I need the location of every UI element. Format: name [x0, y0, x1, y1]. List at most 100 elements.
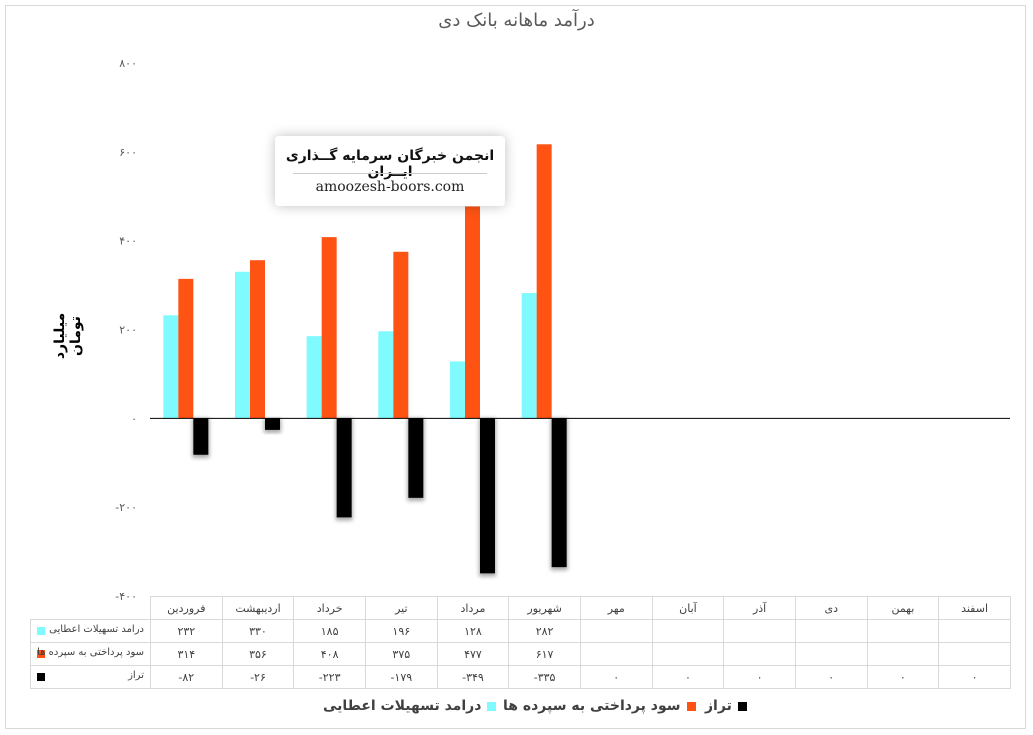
- legend-label: تراز: [705, 698, 732, 714]
- bar-3: [480, 418, 495, 574]
- bar-1: [235, 271, 250, 419]
- bar-3: [408, 418, 424, 498]
- x-tick-label: بهمن: [866, 596, 940, 620]
- data-label: ۰: [723, 665, 796, 689]
- bar-1: [306, 336, 322, 419]
- chart-title: درآمد ماهانه بانک دی: [438, 10, 595, 31]
- table-corner: [31, 597, 151, 620]
- y-tick-label: -۴۰۰: [115, 590, 137, 603]
- data-label: ۳۳۰: [221, 619, 295, 643]
- data-label: ۲۳۲: [150, 619, 223, 643]
- x-tick-label: اردیبهشت: [221, 596, 295, 620]
- data-label: -۸۲: [150, 665, 223, 689]
- bar-2: [536, 144, 552, 419]
- data-label: [794, 642, 868, 666]
- bar-1: [521, 293, 537, 419]
- data-label: ۴۷۷: [436, 642, 510, 666]
- bar-2: [250, 260, 265, 419]
- data-label: [723, 642, 796, 666]
- data-label: ۱۹۶: [364, 619, 438, 643]
- x-tick-label: دی: [794, 596, 868, 620]
- legend-key: [37, 627, 45, 635]
- chart-legend: تراز سود پرداختی به سپرده ها درامد تسهیلات…: [0, 698, 1033, 722]
- data-label: -۲۶: [221, 665, 295, 689]
- legend-swatch: [686, 701, 696, 711]
- bar-3: [193, 418, 209, 455]
- bar-2: [321, 237, 337, 419]
- data-label: ۱۲۸: [436, 619, 510, 643]
- data-label: ۲۸۲: [508, 619, 581, 643]
- x-tick-label: آذر: [723, 596, 796, 620]
- watermark-url: amoozesh-boors.com: [315, 179, 465, 195]
- bar-1: [163, 315, 179, 419]
- x-tick-label: تیر: [364, 596, 438, 620]
- data-label: [651, 619, 725, 643]
- data-label: ۰: [866, 665, 940, 689]
- x-tick-label: فروردین: [150, 596, 223, 620]
- data-label: -۳۳۵: [508, 665, 581, 689]
- data-label: ۳۷۵: [364, 642, 438, 666]
- legend-item: تراز: [705, 698, 747, 722]
- data-label: [579, 619, 653, 643]
- y-tick-label: ۰: [131, 412, 137, 425]
- y-tick-label: ۶۰۰: [119, 146, 137, 159]
- legend-label: سود پرداختی به سپرده ها: [503, 698, 681, 714]
- table-row-label-text: سود پرداختی به سپرده ها: [37, 647, 144, 658]
- data-label: ۶۱۷: [508, 642, 581, 666]
- x-tick-label: اسفند: [938, 596, 1011, 620]
- legend-item: درامد تسهیلات اعطایی: [323, 698, 497, 722]
- data-label: [723, 619, 796, 643]
- y-axis-label: میلیارد تومان: [52, 312, 84, 360]
- data-label: [866, 642, 940, 666]
- bar-3: [551, 418, 567, 568]
- data-label: [794, 619, 868, 643]
- x-tick-label: خرداد: [293, 596, 366, 620]
- y-tick-label: ۸۰۰: [119, 57, 137, 70]
- table-row-label-text: درامد تسهیلات اعطایی: [49, 624, 144, 635]
- watermark-divider: [293, 173, 487, 174]
- data-label: -۲۲۳: [293, 665, 366, 689]
- x-tick-label: مهر: [579, 596, 653, 620]
- data-label: ۳۵۶: [221, 642, 295, 666]
- bar-2: [393, 251, 409, 419]
- bar-2: [178, 278, 194, 419]
- bar-3: [265, 418, 280, 430]
- bar-2: [465, 206, 480, 419]
- table-row-label: سود پرداختی به سپرده ها: [30, 642, 151, 666]
- x-tick-label: شهریور: [508, 596, 581, 620]
- bar-1: [378, 331, 394, 419]
- data-label: [579, 642, 653, 666]
- y-tick-label: ۲۰۰: [119, 324, 137, 337]
- legend-swatch: [487, 701, 497, 711]
- data-label: [651, 642, 725, 666]
- data-label: ۰: [651, 665, 725, 689]
- data-label: ۴۰۸: [293, 642, 366, 666]
- watermark-title: انجمن خبرگان سرمایه گــذاری ایــران: [285, 148, 495, 180]
- data-label: ۱۸۵: [293, 619, 366, 643]
- data-label: -۱۷۹: [364, 665, 438, 689]
- y-tick-label: ۴۰۰: [119, 235, 137, 248]
- data-table: فروردین اردیبهشت خرداد تیر مرداد شهریور مهر آبا…: [30, 596, 1011, 689]
- x-tick-label: آبان: [651, 596, 725, 620]
- watermark-card: انجمن خبرگان سرمایه گــذاری ایــران amoo…: [275, 136, 505, 206]
- data-label: ۳۱۴: [150, 642, 223, 666]
- data-label: [938, 619, 1011, 643]
- data-label: ۰: [794, 665, 868, 689]
- table-row-label: تراز: [30, 665, 151, 689]
- legend-label: درامد تسهیلات اعطایی: [323, 698, 482, 714]
- bar-1: [450, 361, 465, 419]
- data-label: ۰: [579, 665, 653, 689]
- data-label: ۰: [938, 665, 1011, 689]
- x-tick-label: مرداد: [436, 596, 510, 620]
- data-label: [866, 619, 940, 643]
- table-row-label-text: تراز: [128, 670, 144, 681]
- legend-key: [37, 673, 45, 681]
- table-row-label: درامد تسهیلات اعطایی: [30, 619, 151, 643]
- y-tick-label: -۲۰۰: [115, 501, 137, 514]
- data-label: -۳۴۹: [436, 665, 510, 689]
- bar-3: [336, 418, 352, 518]
- legend-item: سود پرداختی به سپرده ها: [503, 698, 696, 722]
- chart-frame: [5, 5, 1026, 729]
- data-label: [938, 642, 1011, 666]
